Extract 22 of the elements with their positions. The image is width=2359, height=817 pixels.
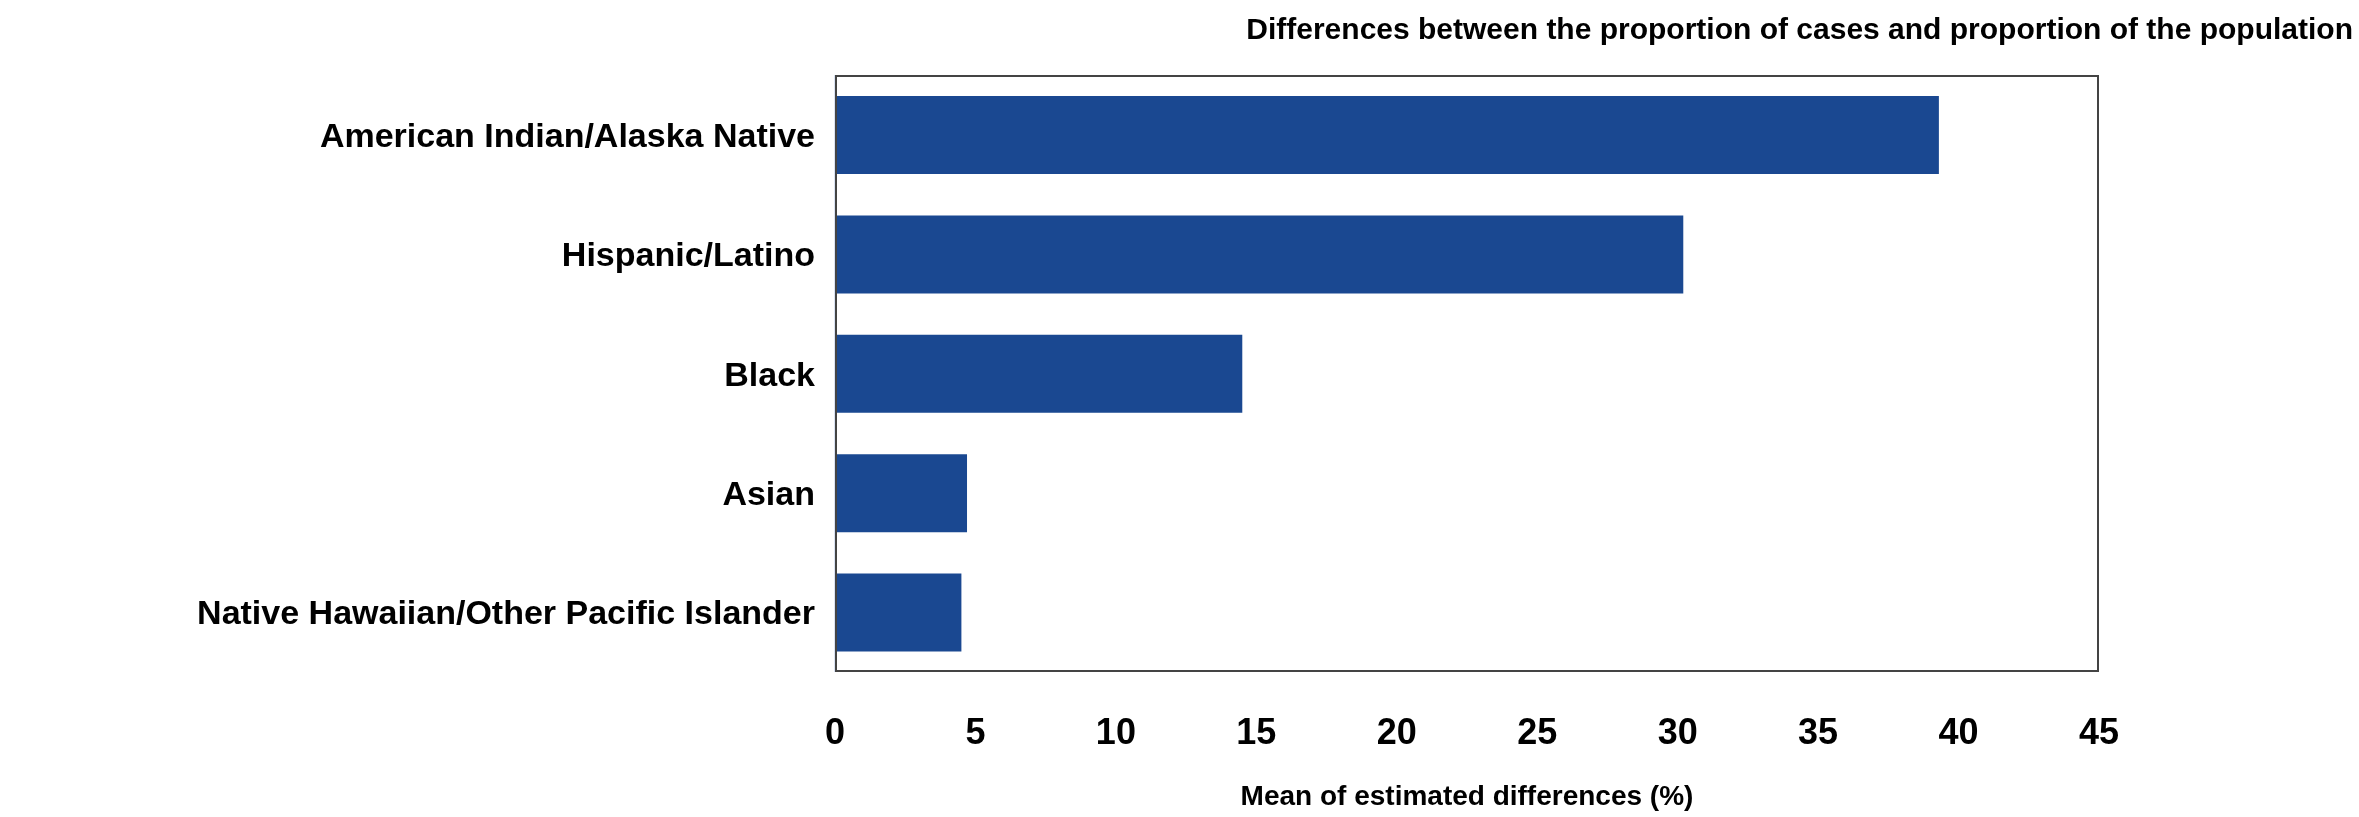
chart-title: Differences between the proportion of cases and proportion of the population: [1246, 12, 2353, 46]
x-tick-label: 30: [1657, 710, 1698, 752]
bar: [835, 96, 1939, 174]
bar: [835, 454, 968, 533]
x-tick-label: 45: [2078, 710, 2120, 752]
y-tick-label: Native Hawaiian/Other Pacific Islander: [197, 593, 815, 632]
x-tick-label: 35: [1798, 710, 1839, 752]
bar: [835, 573, 962, 652]
x-tick-label: 5: [965, 710, 986, 752]
y-tick-label: Black: [724, 354, 816, 393]
x-tick-label: 0: [824, 710, 846, 752]
x-tick-label: 10: [1095, 710, 1136, 752]
y-tick-label: American Indian/Alaska Native: [319, 115, 815, 154]
bar: [835, 215, 1684, 294]
x-tick-label: 20: [1376, 710, 1417, 752]
y-tick-label: Asian: [722, 473, 815, 512]
bar: [835, 334, 1243, 413]
y-tick-label: Hispanic/Latino: [561, 235, 815, 274]
x-axis-title: Mean of estimated differences (%): [1240, 780, 1694, 811]
x-tick-label: 40: [1938, 710, 1979, 752]
x-tick-label: 15: [1236, 710, 1277, 752]
x-tick-label: 25: [1517, 710, 1558, 752]
